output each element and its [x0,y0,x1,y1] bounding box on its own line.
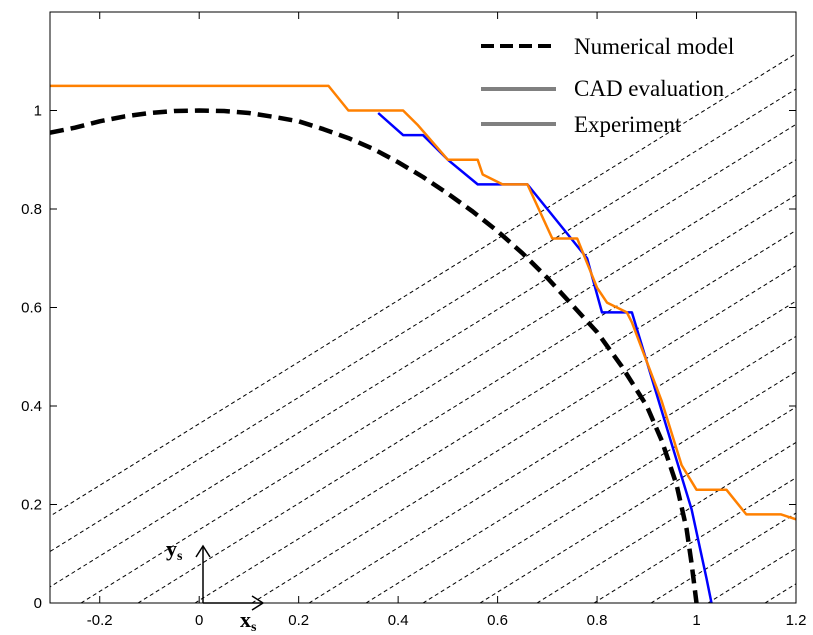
x-tick-label: 0.8 [587,612,608,629]
axes-annotation: ys xs [166,536,265,635]
x-tick-label: 1.2 [786,612,807,629]
y-tick-label: 1 [34,103,42,120]
hatch-line [365,335,796,603]
hatch-line [50,123,796,588]
legend-label-cad: CAD evaluation [574,76,725,101]
y-tick-label: 0.6 [21,300,42,317]
hatch-line [308,300,796,603]
x-tick-label: 0.6 [487,612,508,629]
hatch-line [479,406,796,603]
hatch-line [593,477,796,603]
series-layer [50,84,796,603]
hatch-line [80,159,796,603]
hatch-pattern [50,53,796,603]
x-tick-label: -0.2 [87,612,113,629]
y-tick-label: 0 [34,595,42,612]
hatch-line [536,441,796,603]
hatch-line [251,265,796,603]
x-arrow-head [251,595,265,611]
legend-label-numerical: Numerical model [574,34,734,59]
series-experiment [50,84,796,521]
hatch-line [50,88,796,553]
y-tick-label: 0.4 [21,398,42,415]
x-tick-label: 0.2 [288,612,309,629]
y-tick-label: 0.8 [21,201,42,218]
y-tick-label: 0.2 [21,497,42,514]
hatch-line [50,53,796,517]
hatch-line [422,371,796,603]
tick-layer: -0.2 0 0.2 0.4 0.6 0.8 1 1.2 0 0.2 0.4 0.6 0.8 1 [21,12,806,629]
hatch-line [764,583,796,603]
series-numerical-model [50,108,699,603]
hatch-line [137,194,796,603]
y-axis-symbol: ys [166,536,183,564]
hatch-line [194,229,796,603]
x-axis-symbol: xs [240,607,257,635]
x-tick-label: 0 [195,612,203,629]
legend: Numerical model CAD evaluation Experimen… [481,34,734,137]
x-tick-label: 0.4 [388,612,409,629]
x-tick-label: 1 [692,612,700,629]
legend-label-experiment: Experiment [574,112,682,137]
y-arrow-head [195,544,211,558]
